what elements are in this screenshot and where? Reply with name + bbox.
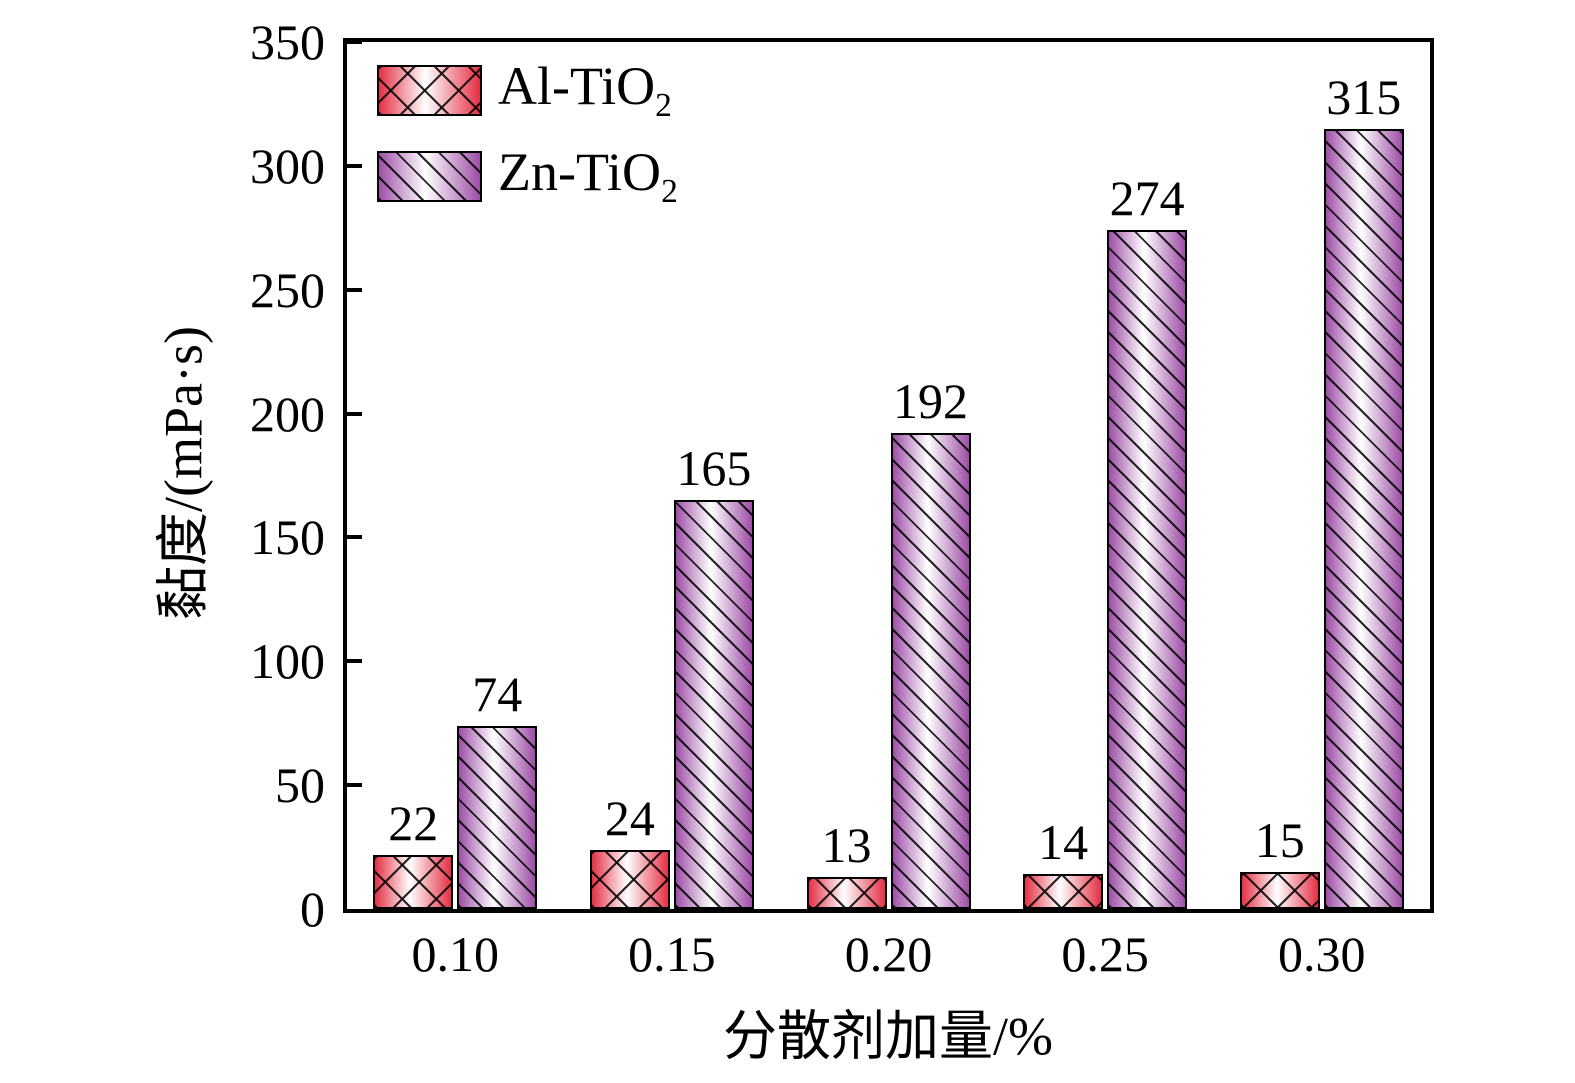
bar-value-label: 315 (1326, 68, 1402, 125)
y-tick-mark (347, 783, 362, 788)
bar-al-tio2-0.25 (1023, 874, 1104, 909)
y-tick-label: 150 (250, 509, 325, 566)
bar-value-label: 165 (676, 440, 752, 497)
y-tick-label: 300 (250, 137, 325, 194)
bar-zn-tio2-0.10 (457, 725, 538, 909)
bar-al-tio2-0.30 (1239, 871, 1320, 909)
bar-value-label: 192 (893, 373, 968, 430)
bar-value-label: 14 (1038, 814, 1089, 871)
bar-zn-tio2-0.30 (1323, 128, 1404, 909)
bar-al-tio2-0.10 (373, 854, 454, 909)
bar-zn-tio2-0.15 (673, 500, 754, 909)
legend-swatch-zn-tio2 (377, 150, 482, 202)
y-tick-label: 100 (250, 633, 325, 690)
y-tick-label: 50 (275, 757, 325, 814)
bar-value-label: 22 (388, 794, 439, 851)
plot-area: Al-TiO2 Zn-TiO2 0 50 100 150 200 250 300 350 0.1… (250, 16, 1434, 982)
bar-value-label: 74 (472, 665, 523, 722)
bar-value-label: 13 (821, 816, 872, 873)
x-tick-label: 0.15 (628, 926, 716, 982)
bar-zn-tio2-0.20 (890, 433, 971, 909)
y-tick-mark (347, 287, 362, 292)
y-tick-mark (347, 535, 362, 540)
x-tick-label: 0.10 (411, 926, 500, 982)
bar-value-label: 15 (1254, 811, 1305, 868)
y-tick-label: 250 (250, 261, 325, 318)
bar-al-tio2-0.15 (589, 849, 670, 909)
legend-item-al-tio2: Al-TiO2 (377, 56, 678, 125)
x-tick-label: 0.25 (1061, 926, 1149, 982)
x-axis-title: 分散剂加量/% (723, 1006, 1053, 1067)
bar-al-tio2-0.20 (806, 876, 887, 909)
legend-label-zn-tio2: Zn-TiO2 (498, 141, 678, 210)
y-tick-mark (347, 411, 362, 416)
y-tick-label: 0 (300, 881, 325, 937)
y-tick-mark (347, 659, 362, 664)
x-tick-label: 0.30 (1277, 926, 1366, 982)
bar-value-label: 274 (1109, 170, 1185, 227)
y-tick-mark (347, 163, 362, 168)
legend-swatch-al-tio2 (377, 65, 482, 117)
y-tick-label: 200 (250, 385, 325, 442)
legend-item-zn-tio2: Zn-TiO2 (377, 141, 678, 211)
y-tick-label: 350 (250, 14, 325, 70)
bar-zn-tio2-0.25 (1107, 230, 1188, 909)
legend-label-al-tio2: Al-TiO2 (498, 56, 672, 124)
y-tick-mark (347, 40, 362, 44)
legend: Al-TiO2 Zn-TiO2 (377, 56, 678, 211)
bar-value-label: 24 (604, 789, 655, 846)
x-tick-label: 0.20 (844, 926, 933, 982)
y-axis-title: 黏度/(mPa·s) (153, 326, 214, 620)
